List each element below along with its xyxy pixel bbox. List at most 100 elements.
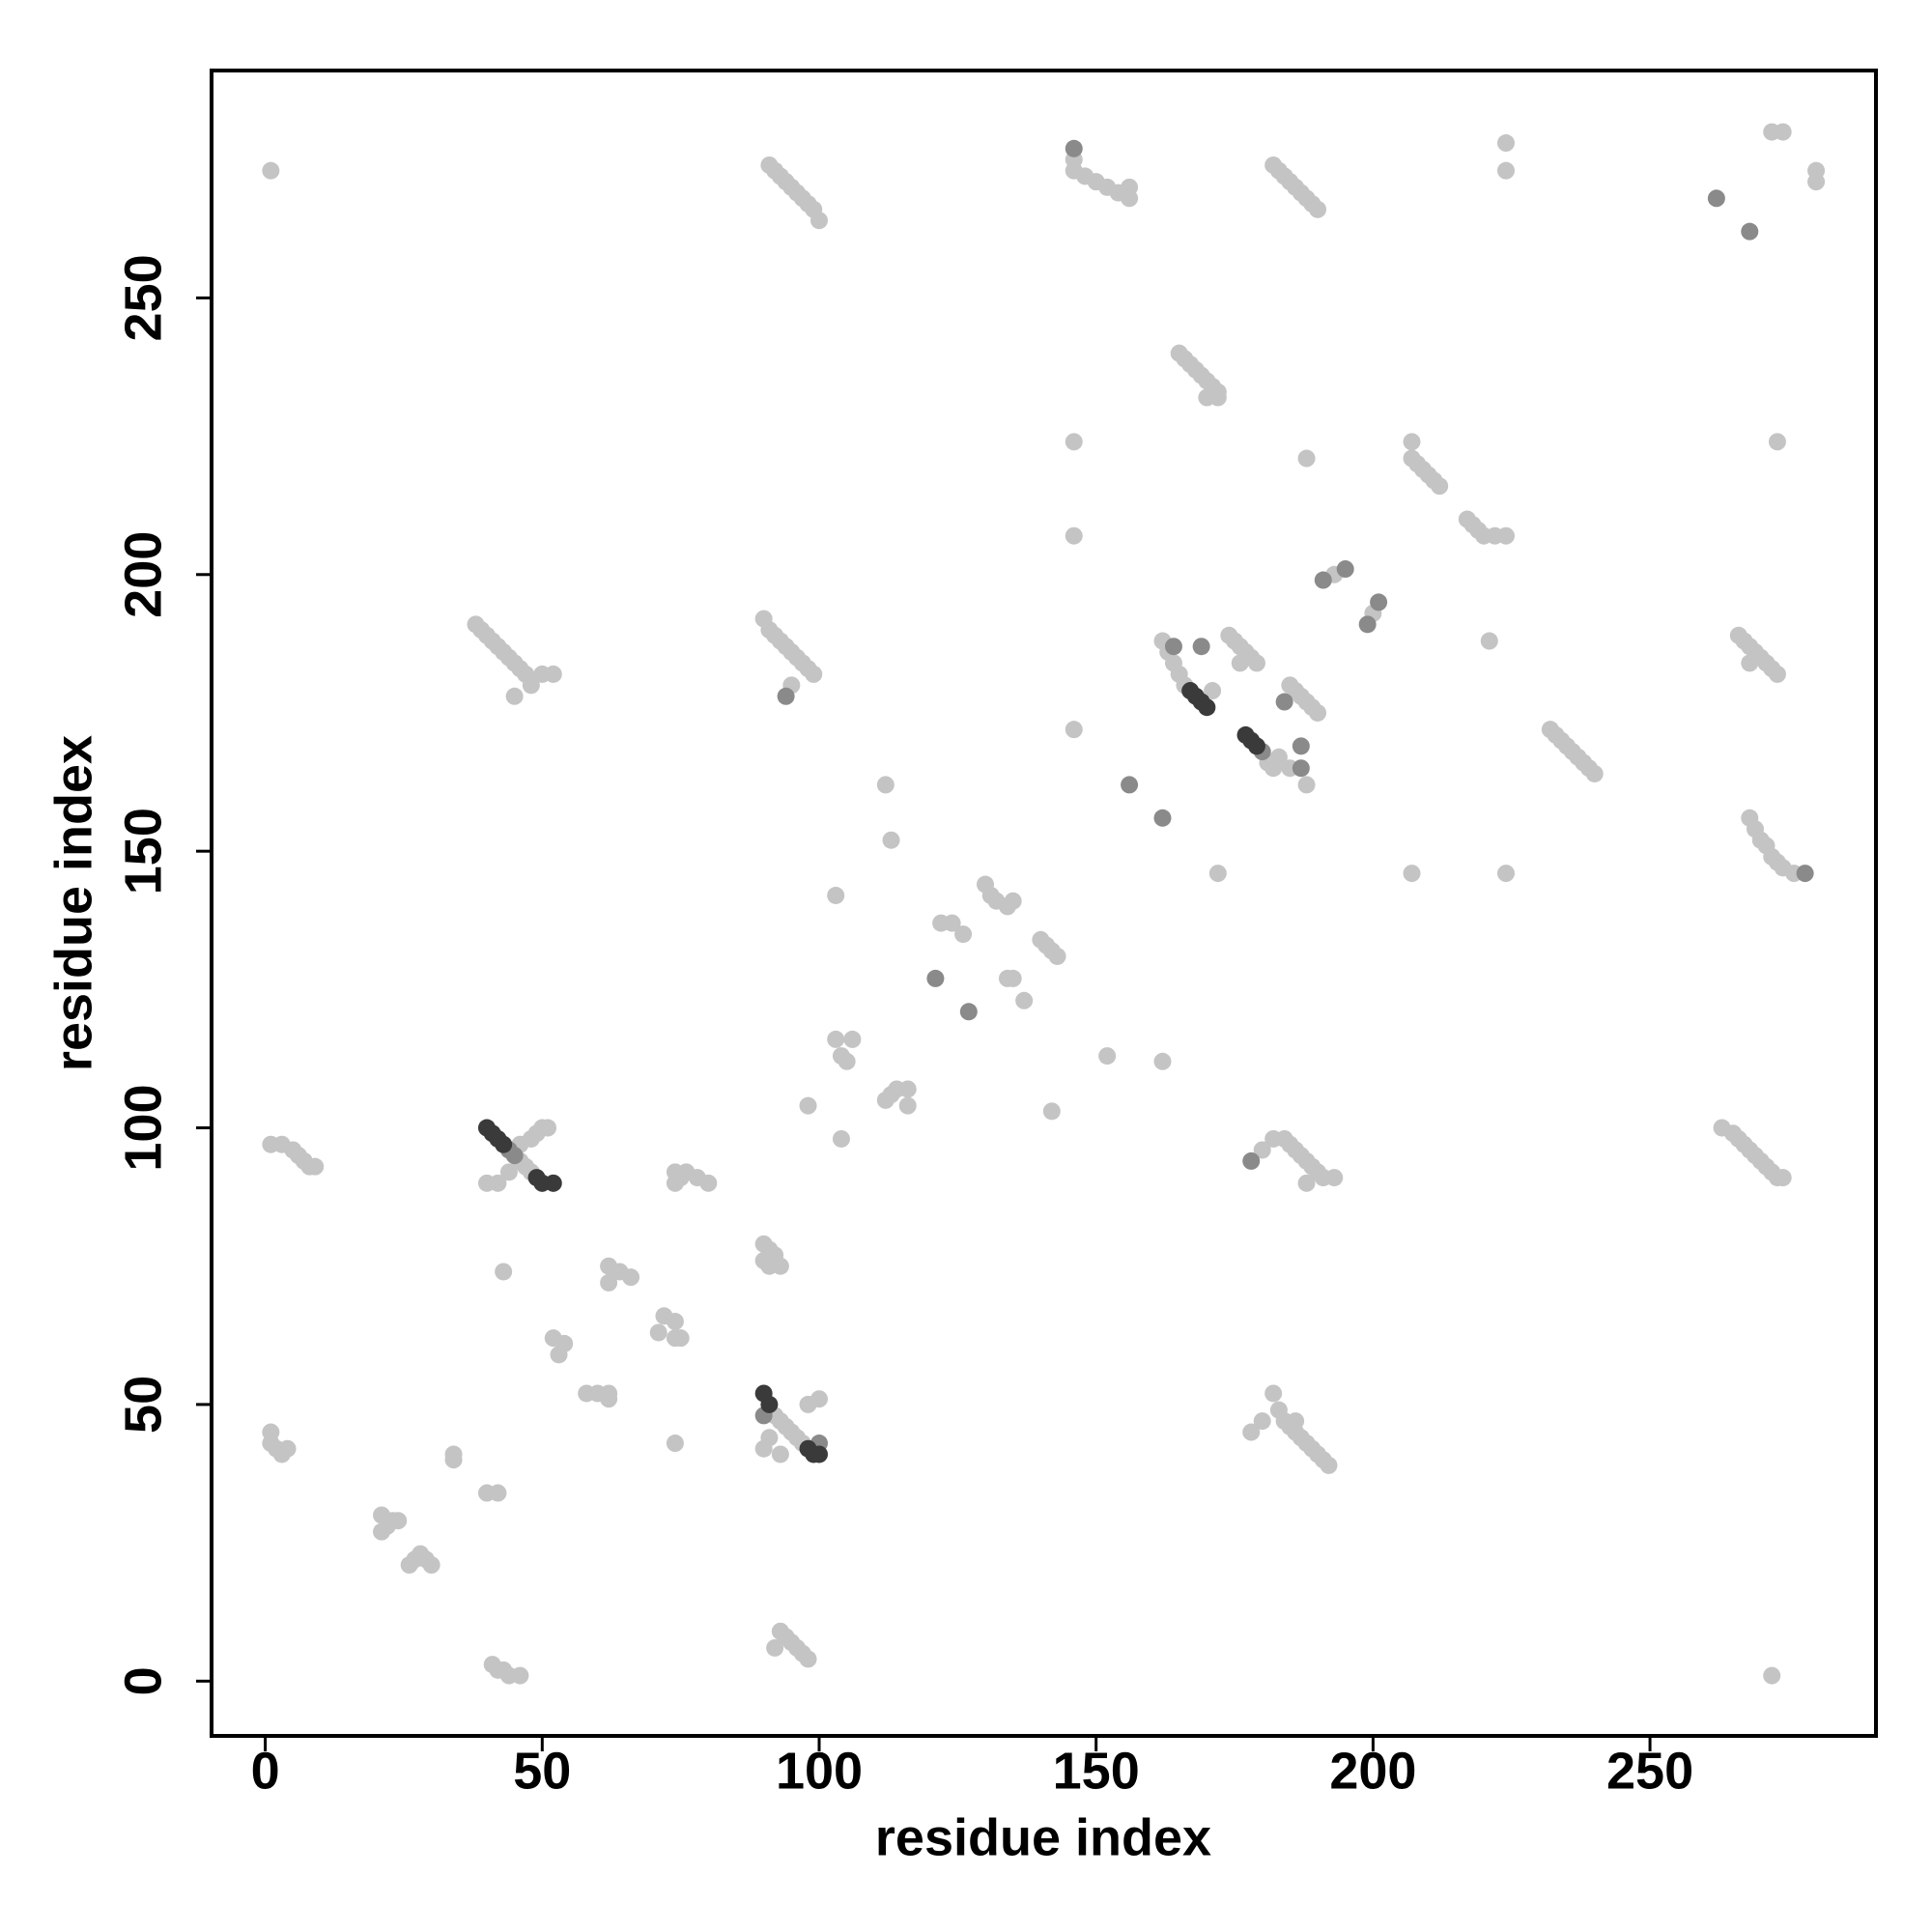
point (1403, 433, 1421, 451)
point (1741, 222, 1759, 241)
point (810, 1390, 828, 1408)
point (422, 1556, 440, 1575)
point (1247, 737, 1265, 755)
x-tick-label: 200 (1329, 1742, 1416, 1800)
point (1796, 865, 1814, 883)
point (1358, 615, 1377, 634)
point (544, 1174, 562, 1192)
point (1153, 809, 1172, 827)
point (754, 1439, 773, 1458)
point (1314, 571, 1332, 589)
point (666, 1313, 684, 1331)
point (1336, 560, 1354, 579)
point (600, 1273, 618, 1292)
y-tick-label: 100 (114, 1084, 172, 1171)
y-tick-label: 200 (114, 531, 172, 618)
point (1153, 1052, 1172, 1070)
point (1231, 654, 1249, 672)
point (1253, 1412, 1271, 1431)
point (666, 1174, 684, 1192)
point (1287, 1412, 1305, 1431)
point (1164, 638, 1182, 656)
point (1763, 1666, 1781, 1685)
point (555, 1334, 574, 1352)
point (511, 1666, 529, 1685)
point (827, 886, 845, 904)
point (876, 776, 895, 794)
point (505, 687, 524, 705)
point (1431, 477, 1449, 496)
point (373, 1522, 391, 1541)
point (1208, 865, 1227, 883)
point (1042, 1102, 1061, 1121)
point (1707, 189, 1725, 208)
point (1807, 173, 1826, 191)
point (278, 1439, 297, 1458)
point (760, 1395, 779, 1413)
point (262, 161, 280, 180)
point (1253, 1141, 1271, 1159)
point (959, 1003, 978, 1021)
point (1297, 776, 1316, 794)
point (1292, 759, 1310, 778)
point (1480, 632, 1498, 650)
point (1098, 1047, 1117, 1065)
point (444, 1451, 463, 1469)
x-tick-label: 100 (776, 1742, 863, 1800)
point (1309, 703, 1327, 722)
point (522, 676, 540, 695)
point (1065, 721, 1083, 739)
point (926, 969, 945, 987)
point (954, 925, 973, 944)
y-tick-label: 50 (114, 1376, 172, 1434)
point (1015, 991, 1034, 1009)
point (943, 914, 961, 932)
point (1292, 737, 1310, 755)
point (1309, 200, 1327, 218)
x-tick-label: 0 (251, 1742, 280, 1800)
point (1403, 865, 1421, 883)
point (1496, 865, 1515, 883)
point (499, 1163, 518, 1181)
point (1065, 526, 1083, 545)
point (1269, 748, 1288, 766)
point (1264, 1384, 1283, 1403)
point (832, 1129, 850, 1148)
y-tick-label: 150 (114, 808, 172, 895)
point (838, 1052, 856, 1070)
y-tick-label: 0 (114, 1666, 172, 1695)
point (1065, 433, 1083, 451)
point (495, 1263, 513, 1281)
point (489, 1484, 507, 1502)
x-tick-label: 50 (513, 1742, 571, 1800)
point (1325, 1169, 1344, 1187)
point (505, 1147, 524, 1165)
point (699, 1174, 718, 1192)
point (805, 665, 823, 683)
point (666, 1329, 684, 1348)
point (1297, 1174, 1316, 1192)
point (1065, 139, 1083, 157)
point (898, 1080, 917, 1098)
point (766, 1638, 784, 1657)
point (1208, 388, 1227, 407)
point (1370, 593, 1388, 611)
y-tick-label: 250 (114, 254, 172, 341)
point (1121, 178, 1139, 196)
point (1242, 1151, 1261, 1170)
point (400, 1556, 418, 1575)
point (754, 1252, 773, 1270)
point (810, 212, 828, 230)
point (1198, 698, 1216, 717)
x-tick-label: 250 (1606, 1742, 1693, 1800)
point (1297, 449, 1316, 468)
point (1768, 665, 1786, 683)
point (771, 1445, 789, 1463)
point (1004, 969, 1022, 987)
point (1192, 638, 1210, 656)
point (1774, 123, 1792, 141)
point (666, 1435, 684, 1453)
point (306, 1157, 325, 1176)
